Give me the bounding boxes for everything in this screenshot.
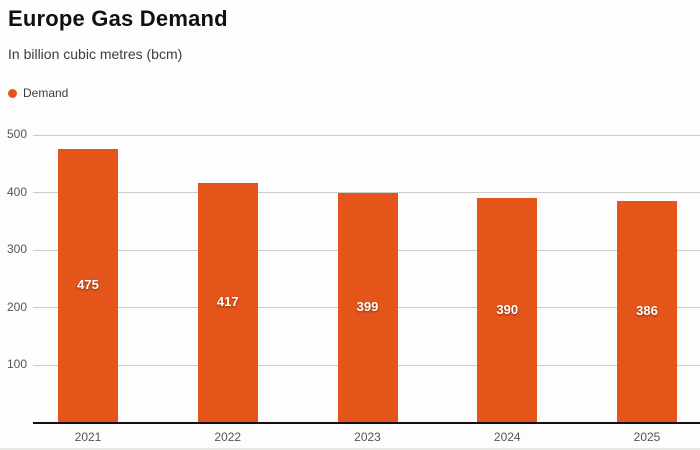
bar-value-label: 475 — [77, 277, 99, 293]
y-tick-label: 200 — [6, 299, 27, 314]
y-tick-label: 100 — [6, 357, 27, 372]
gridline — [33, 134, 700, 136]
bar-value-label: 417 — [216, 293, 239, 309]
y-tick-label: 300 — [6, 242, 27, 257]
bar-2021 — [58, 149, 118, 423]
x-tick-label: 2022 — [214, 430, 242, 444]
x-tick-label: 2025 — [633, 430, 661, 444]
y-tick-label: 500 — [6, 127, 27, 141]
gridline — [33, 192, 700, 194]
legend-dot-icon — [8, 88, 17, 98]
chart-subtitle: In billion cubic metres (bcm) — [8, 46, 183, 62]
bar-2025 — [617, 200, 677, 423]
x-tick-label: 2023 — [354, 430, 381, 444]
bar-2024 — [477, 198, 538, 423]
bar-value-label: 386 — [636, 302, 658, 318]
x-tick-label: 2024 — [493, 430, 521, 444]
x-tick-label: 2021 — [74, 430, 102, 444]
bar-2023 — [337, 193, 398, 423]
bar-value-label: 399 — [356, 299, 379, 315]
legend: Demand — [8, 86, 68, 100]
y-tick-label: 400 — [6, 184, 27, 199]
chart-title: Europe Gas Demand — [8, 6, 228, 31]
bottom-edge-divider — [0, 448, 700, 450]
bar-2022 — [197, 182, 258, 423]
bar-value-label: 390 — [496, 301, 519, 317]
legend-label: Demand — [23, 86, 69, 100]
x-axis-line — [33, 422, 700, 424]
